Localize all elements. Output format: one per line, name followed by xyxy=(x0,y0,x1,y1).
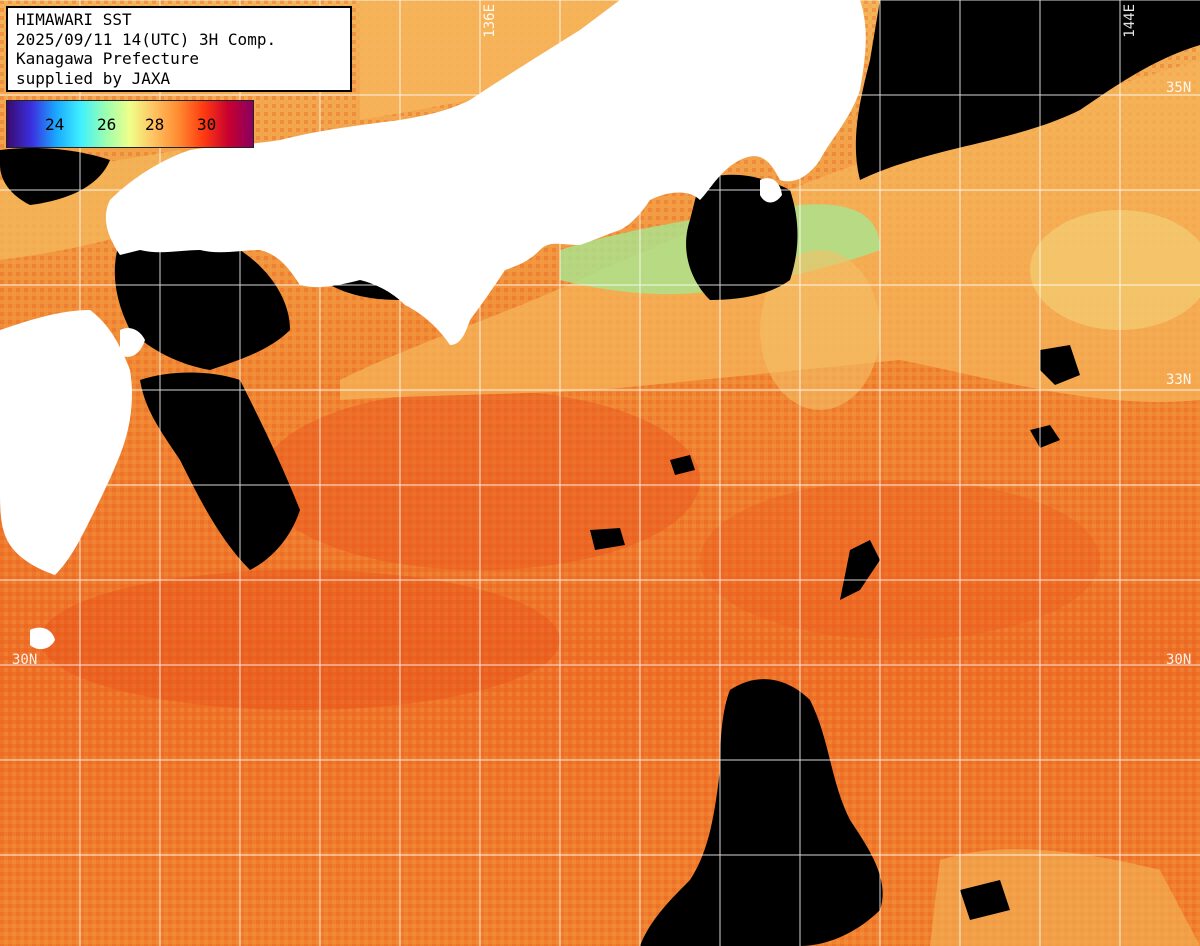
cloud-west-strip xyxy=(140,372,300,570)
cloud-small-3 xyxy=(670,455,695,475)
cloud-small-1 xyxy=(1030,425,1060,448)
timestamp: 2025/09/11 14(UTC) 3H Comp. xyxy=(16,29,277,49)
lon-label-136e: 136E xyxy=(482,4,498,38)
hot-patch-2 xyxy=(40,570,560,710)
land-honshu xyxy=(105,0,866,345)
cloud-nw xyxy=(0,148,110,205)
cloud-small-4 xyxy=(840,540,880,600)
cloud-shikoku xyxy=(114,235,290,370)
lon-label-144e: 144E xyxy=(1122,4,1138,38)
legend-tick-24: 24 xyxy=(45,115,65,134)
cloud-small-5 xyxy=(590,528,625,550)
land-island-south xyxy=(30,627,55,650)
legend-tick-28: 28 xyxy=(145,115,165,134)
legend-tick-26: 26 xyxy=(97,115,117,134)
cloud-honshu-south xyxy=(686,174,798,300)
color-scale-legend: 24 26 28 30 xyxy=(6,100,254,148)
land-shikoku-island xyxy=(120,328,145,357)
lat-label-30n: 30N xyxy=(1166,652,1192,668)
cool-tongue xyxy=(760,250,880,410)
region-name: Kanagawa Prefecture xyxy=(16,49,200,68)
lat-label-33n: 33N xyxy=(1166,372,1192,388)
lat-label-35n: 35N xyxy=(1166,80,1192,96)
info-box: HIMAWARI SST 2025/09/11 14(UTC) 3H Comp.… xyxy=(6,6,352,92)
cloud-small-2 xyxy=(1040,345,1080,385)
land-kyushu-west xyxy=(10,388,45,422)
credit: supplied by JAXA xyxy=(16,68,171,88)
cool-swirl xyxy=(1030,210,1200,330)
legend-tick-30: 30 xyxy=(197,115,217,134)
cloud-ne-large xyxy=(855,0,1200,180)
cloud-south-large xyxy=(640,679,883,946)
cloud-small-6 xyxy=(960,880,1010,920)
land-kyushu xyxy=(0,310,132,575)
cool-coast-north xyxy=(360,0,620,120)
lat-label-33n-west: 33N xyxy=(12,372,38,388)
lat-label-30n-west: 30N xyxy=(12,652,38,668)
product-title: HIMAWARI SST xyxy=(16,10,132,29)
cool-patch-south xyxy=(930,849,1200,946)
